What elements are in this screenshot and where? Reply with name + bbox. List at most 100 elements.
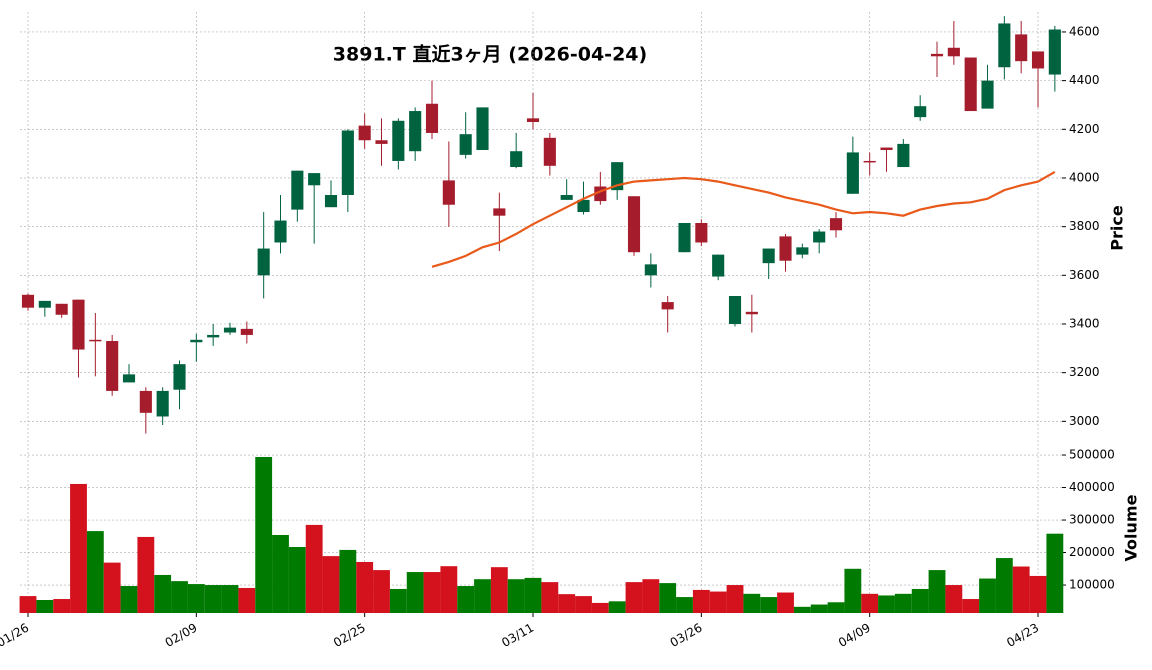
volume-bar bbox=[1046, 533, 1064, 613]
candle-body bbox=[1048, 29, 1061, 75]
volume-bar bbox=[457, 586, 475, 613]
volume-bar bbox=[541, 582, 559, 613]
volume-bar bbox=[120, 586, 138, 613]
volume-bar bbox=[137, 536, 155, 613]
candle-body bbox=[728, 296, 742, 324]
volume-bar bbox=[36, 599, 54, 613]
volume-axis-label: Volume bbox=[1122, 494, 1141, 561]
volume-bar bbox=[171, 581, 188, 613]
volume-bar bbox=[356, 561, 374, 613]
candle-body bbox=[998, 23, 1011, 68]
volume-bar bbox=[305, 524, 323, 613]
volume-bar bbox=[995, 558, 1013, 613]
volume-bar bbox=[575, 596, 592, 613]
volume-bar bbox=[676, 597, 693, 613]
x-tick-label: 02/09 bbox=[163, 621, 200, 650]
volume-bar bbox=[962, 599, 980, 613]
candle-body bbox=[712, 254, 725, 277]
candle-body bbox=[223, 327, 237, 333]
volume-bar bbox=[440, 566, 458, 613]
x-tick-label: 03/11 bbox=[499, 621, 536, 650]
candle-body bbox=[324, 195, 338, 208]
y-tick-label: 200000 bbox=[1069, 545, 1115, 559]
volume-bar bbox=[558, 594, 576, 613]
candle-body bbox=[291, 170, 304, 210]
y-tick-label: 4200 bbox=[1069, 122, 1100, 136]
candle-body bbox=[207, 334, 220, 338]
candle-body bbox=[190, 339, 203, 343]
candle-body bbox=[964, 57, 977, 112]
y-tick-label: 3000 bbox=[1069, 414, 1100, 428]
candle-body bbox=[257, 248, 270, 276]
volume-bar bbox=[389, 588, 407, 613]
candle-body bbox=[442, 180, 455, 205]
volume-bar bbox=[726, 585, 744, 613]
volume-bar bbox=[322, 556, 340, 613]
volume-bar bbox=[204, 585, 222, 613]
candle-body bbox=[779, 236, 792, 261]
y-tick-label: 3600 bbox=[1069, 268, 1100, 282]
candle-body bbox=[38, 300, 51, 308]
volume-bar bbox=[490, 567, 508, 613]
candle-body bbox=[1031, 51, 1045, 69]
candle-body bbox=[425, 103, 439, 133]
candle-body bbox=[122, 374, 136, 383]
volume-bar bbox=[911, 588, 929, 613]
volume-bar bbox=[659, 583, 677, 613]
candle-body bbox=[627, 196, 641, 253]
volume-bar bbox=[608, 601, 626, 613]
candle-body bbox=[409, 111, 422, 152]
x-tick-label: 04/23 bbox=[1004, 621, 1041, 650]
candle-body bbox=[173, 364, 186, 390]
volume-bar bbox=[339, 549, 357, 613]
candle-body bbox=[240, 328, 253, 335]
volume-bar bbox=[70, 483, 87, 613]
candle-body bbox=[813, 231, 826, 243]
candle-body bbox=[560, 195, 573, 200]
candle-body bbox=[880, 147, 893, 150]
volume-bar bbox=[103, 562, 121, 613]
volume-bar bbox=[861, 593, 879, 613]
y-tick-label: 500000 bbox=[1069, 448, 1115, 462]
candle-body bbox=[678, 222, 691, 253]
volume-bar bbox=[406, 572, 424, 613]
volume-bar bbox=[827, 602, 845, 613]
volume-bar bbox=[642, 579, 660, 613]
volume-bar bbox=[507, 579, 525, 613]
candle-body bbox=[897, 143, 910, 168]
volume-bar bbox=[878, 595, 895, 613]
volume-bar bbox=[255, 456, 273, 613]
volume-bar bbox=[793, 606, 811, 613]
volume-bar bbox=[928, 570, 946, 613]
y-tick-label: 400000 bbox=[1069, 480, 1115, 494]
candle-body bbox=[493, 208, 506, 216]
volume-bar bbox=[86, 531, 104, 613]
volume-bar bbox=[709, 591, 727, 613]
volume-bar bbox=[760, 597, 778, 613]
candle-body bbox=[745, 311, 758, 315]
candle-body bbox=[375, 140, 388, 144]
candle-body bbox=[914, 106, 927, 118]
volume-bar bbox=[894, 593, 912, 613]
x-tick-label: 03/26 bbox=[668, 621, 705, 650]
candle-body bbox=[72, 299, 85, 350]
candle-body bbox=[1015, 34, 1028, 62]
volume-bar bbox=[238, 587, 256, 613]
volume-bar bbox=[810, 604, 828, 613]
candle-body bbox=[829, 218, 843, 231]
volume-bar bbox=[743, 593, 761, 613]
volume-bar bbox=[272, 534, 289, 613]
y-tick-label: 3200 bbox=[1069, 365, 1100, 379]
y-tick-label: 3400 bbox=[1069, 316, 1100, 330]
candle-body bbox=[341, 130, 354, 196]
volume-bar bbox=[844, 568, 862, 613]
y-tick-label: 300000 bbox=[1069, 513, 1115, 527]
candle-body bbox=[139, 390, 152, 413]
candle-body bbox=[274, 220, 287, 243]
volume-bar bbox=[423, 572, 441, 613]
volume-bar bbox=[19, 596, 37, 613]
y-tick-label: 4400 bbox=[1069, 73, 1100, 87]
volume-bar bbox=[221, 585, 239, 613]
candle-body bbox=[644, 264, 657, 276]
